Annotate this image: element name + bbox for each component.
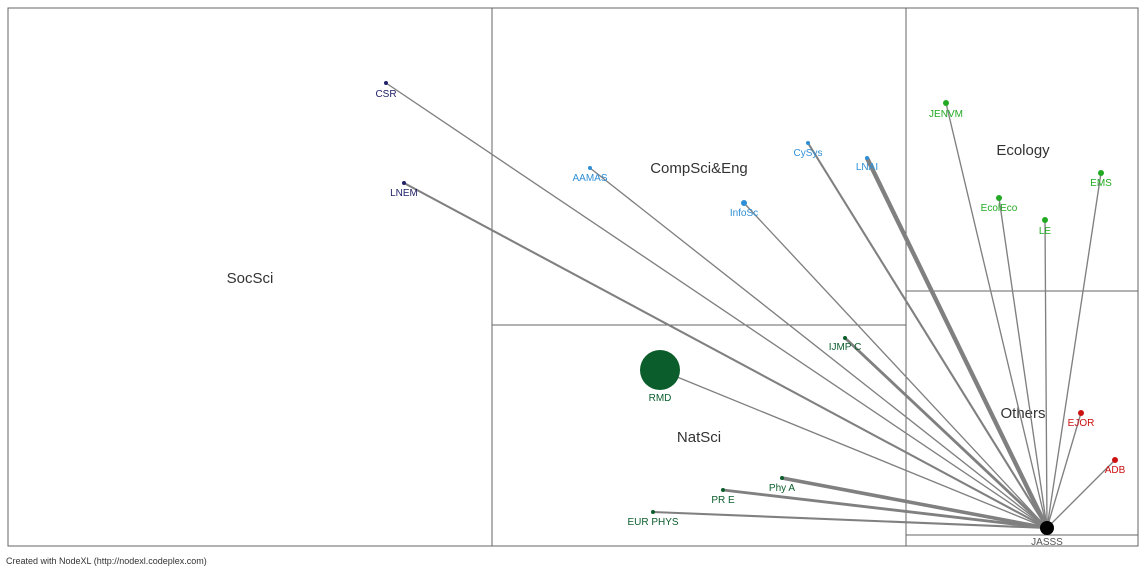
region-label-others: Others xyxy=(1000,405,1045,422)
node-label-lnem: LNEM xyxy=(390,188,418,199)
node-label-csr: CSR xyxy=(375,89,396,100)
node-marker-ecoleco[interactable] xyxy=(996,195,1002,201)
node-aamas[interactable]: AAMAS xyxy=(572,166,608,184)
node-pre[interactable]: PR E xyxy=(711,488,735,506)
node-marker-csr[interactable] xyxy=(384,81,388,85)
node-ejor[interactable]: EJOR xyxy=(1068,410,1095,429)
node-adb[interactable]: ADB xyxy=(1105,457,1126,476)
node-lnem[interactable]: LNEM xyxy=(390,181,418,199)
node-marker-infosc[interactable] xyxy=(741,200,747,206)
node-csr[interactable]: CSR xyxy=(375,81,397,100)
node-ems[interactable]: EMS xyxy=(1090,170,1112,189)
edge-pre-to-jasss xyxy=(722,488,1048,530)
node-lnai[interactable]: LNAI xyxy=(856,156,878,173)
edge-infosc-to-jasss xyxy=(743,202,1048,529)
edge-csr-to-jasss xyxy=(385,82,1048,529)
edge-aamas-to-jasss xyxy=(589,167,1048,529)
region-label-compsci: CompSci&Eng xyxy=(650,160,748,177)
node-marker-le[interactable] xyxy=(1042,217,1048,223)
node-marker-lnem[interactable] xyxy=(402,181,406,185)
edge-cysys-to-jasss xyxy=(807,142,1048,529)
edge-adb-to-jasss xyxy=(1046,459,1116,529)
node-marker-phya[interactable] xyxy=(780,476,784,480)
node-cysys[interactable]: CySys xyxy=(794,141,823,159)
node-label-infosc: InfoSc xyxy=(730,208,758,219)
edge-jenvm-to-jasss xyxy=(945,102,1048,529)
node-label-ejor: EJOR xyxy=(1068,418,1095,429)
node-label-ijmpc: IJMP C xyxy=(829,342,862,353)
edge-phya-to-jasss xyxy=(781,476,1048,530)
node-label-lnai: LNAI xyxy=(856,162,878,173)
node-label-phya: Phy A xyxy=(769,483,795,494)
node-label-cysys: CySys xyxy=(794,148,823,159)
node-le[interactable]: LE xyxy=(1039,217,1052,237)
node-label-ecoleco: EcolEco xyxy=(981,203,1018,214)
edge-ems-to-jasss xyxy=(1046,172,1102,529)
node-jasss[interactable]: JASSS xyxy=(1031,521,1063,548)
node-marker-lnai[interactable] xyxy=(865,156,869,160)
edge-lnai-to-jasss xyxy=(865,157,1049,529)
node-marker-eurphys[interactable] xyxy=(651,510,655,514)
node-label-eurphys: EUR PHYS xyxy=(627,517,678,528)
node-marker-rmd[interactable] xyxy=(640,350,680,390)
node-label-rmd: RMD xyxy=(649,393,672,404)
node-jenvm[interactable]: JENVM xyxy=(929,100,963,120)
node-marker-adb[interactable] xyxy=(1112,457,1118,463)
region-label-socsci: SocSci xyxy=(227,270,274,287)
edges xyxy=(385,82,1116,530)
node-marker-cysys[interactable] xyxy=(806,141,810,145)
node-label-adb: ADB xyxy=(1105,465,1126,476)
edge-lnem-to-jasss xyxy=(403,182,1048,529)
node-eurphys[interactable]: EUR PHYS xyxy=(627,510,679,528)
node-ijmpc[interactable]: IJMP C xyxy=(829,336,862,353)
node-marker-ijmpc[interactable] xyxy=(843,336,847,340)
node-ecoleco[interactable]: EcolEco xyxy=(981,195,1018,214)
nodes: CSR LNEM AAMAS CySys LNAI InfoSc JENVM EMS EcolE… xyxy=(375,81,1126,548)
edge-le-to-jasss xyxy=(1044,219,1048,529)
edge-ejor-to-jasss xyxy=(1046,412,1082,529)
region-label-ecology: Ecology xyxy=(996,142,1050,159)
node-label-jenvm: JENVM xyxy=(929,109,963,120)
node-marker-ems[interactable] xyxy=(1098,170,1104,176)
node-infosc[interactable]: InfoSc xyxy=(730,200,758,219)
node-phya[interactable]: Phy A xyxy=(769,476,795,494)
network-graph: SocSci CompSci&Eng Ecology NatSci Others… xyxy=(7,7,1139,548)
node-marker-jasss[interactable] xyxy=(1040,521,1054,535)
edge-rmd-to-jasss xyxy=(659,369,1048,529)
edge-eurphys-to-jasss xyxy=(652,510,1048,530)
node-label-aamas: AAMAS xyxy=(572,173,607,184)
region-label-natsci: NatSci xyxy=(677,429,721,446)
node-marker-jenvm[interactable] xyxy=(943,100,949,106)
node-marker-pre[interactable] xyxy=(721,488,725,492)
edge-ijmpc-to-jasss xyxy=(844,336,1048,530)
node-label-le: LE xyxy=(1039,226,1052,237)
node-marker-ejor[interactable] xyxy=(1078,410,1084,416)
region-boxes xyxy=(7,7,1139,547)
node-label-ems: EMS xyxy=(1090,178,1112,189)
node-marker-aamas[interactable] xyxy=(588,166,592,170)
footer-credit: Created with NodeXL (http://nodexl.codep… xyxy=(6,556,207,566)
node-label-jasss: JASSS xyxy=(1031,537,1063,548)
node-rmd[interactable]: RMD xyxy=(640,350,680,404)
region-box-bottom-strip xyxy=(905,534,1139,547)
node-label-pre: PR E xyxy=(711,495,735,506)
edge-ecoleco-to-jasss xyxy=(998,197,1048,529)
